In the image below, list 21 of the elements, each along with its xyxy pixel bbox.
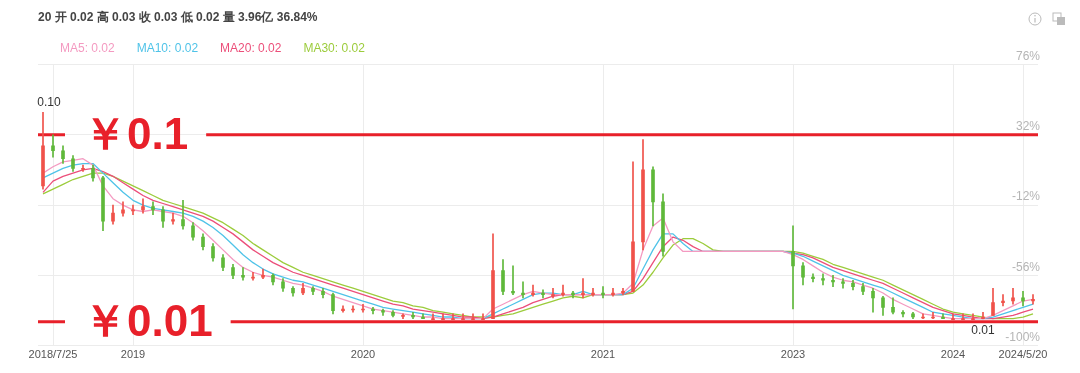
x-tick-label: 2019 bbox=[120, 348, 146, 361]
text: MA30: 0.02 bbox=[303, 40, 366, 55]
text: MA5: 0.02 bbox=[60, 40, 116, 55]
chart-title: 20 开 0.02 高 0.03 收 0.03 低 0.02 量 3.96亿 36.84% bbox=[38, 9, 318, 24]
ref-line-label: ￥0.01 bbox=[83, 295, 213, 345]
text: MA10: 0.02 bbox=[136, 40, 199, 55]
annotation: 0.01 bbox=[971, 322, 995, 337]
x-tick-label: 2018/7/25 bbox=[28, 348, 78, 361]
x-tick-label: 2020 bbox=[350, 348, 376, 361]
x-tick-label: 2021 bbox=[590, 348, 616, 361]
y-tick-label: -100% bbox=[1005, 330, 1041, 345]
y-tick-label: 32% bbox=[1015, 119, 1041, 134]
x-tick-label: 2023 bbox=[780, 348, 806, 361]
y-tick-label: 76% bbox=[1015, 48, 1041, 63]
annotation: 0.10 bbox=[37, 94, 61, 109]
x-tick-label: 2024/5/20 bbox=[998, 348, 1048, 361]
text: MA20: 0.02 bbox=[220, 40, 282, 55]
ref-line-label: ￥0.1 bbox=[83, 108, 189, 158]
y-tick-label: -56% bbox=[1011, 259, 1041, 274]
y-tick-label: -12% bbox=[1011, 189, 1041, 204]
x-tick-label: 2024 bbox=[940, 348, 966, 361]
